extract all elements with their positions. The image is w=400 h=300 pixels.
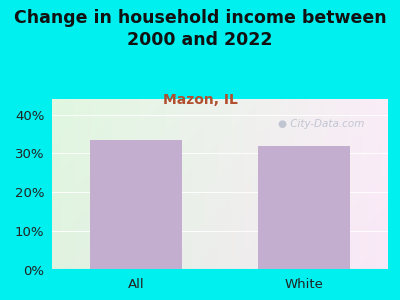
- Text: Change in household income between
2000 and 2022: Change in household income between 2000 …: [14, 9, 386, 49]
- Text: ● City-Data.com: ● City-Data.com: [278, 119, 364, 129]
- Bar: [258, 146, 350, 270]
- Bar: [90, 140, 182, 270]
- Text: Mazon, IL: Mazon, IL: [162, 93, 238, 107]
